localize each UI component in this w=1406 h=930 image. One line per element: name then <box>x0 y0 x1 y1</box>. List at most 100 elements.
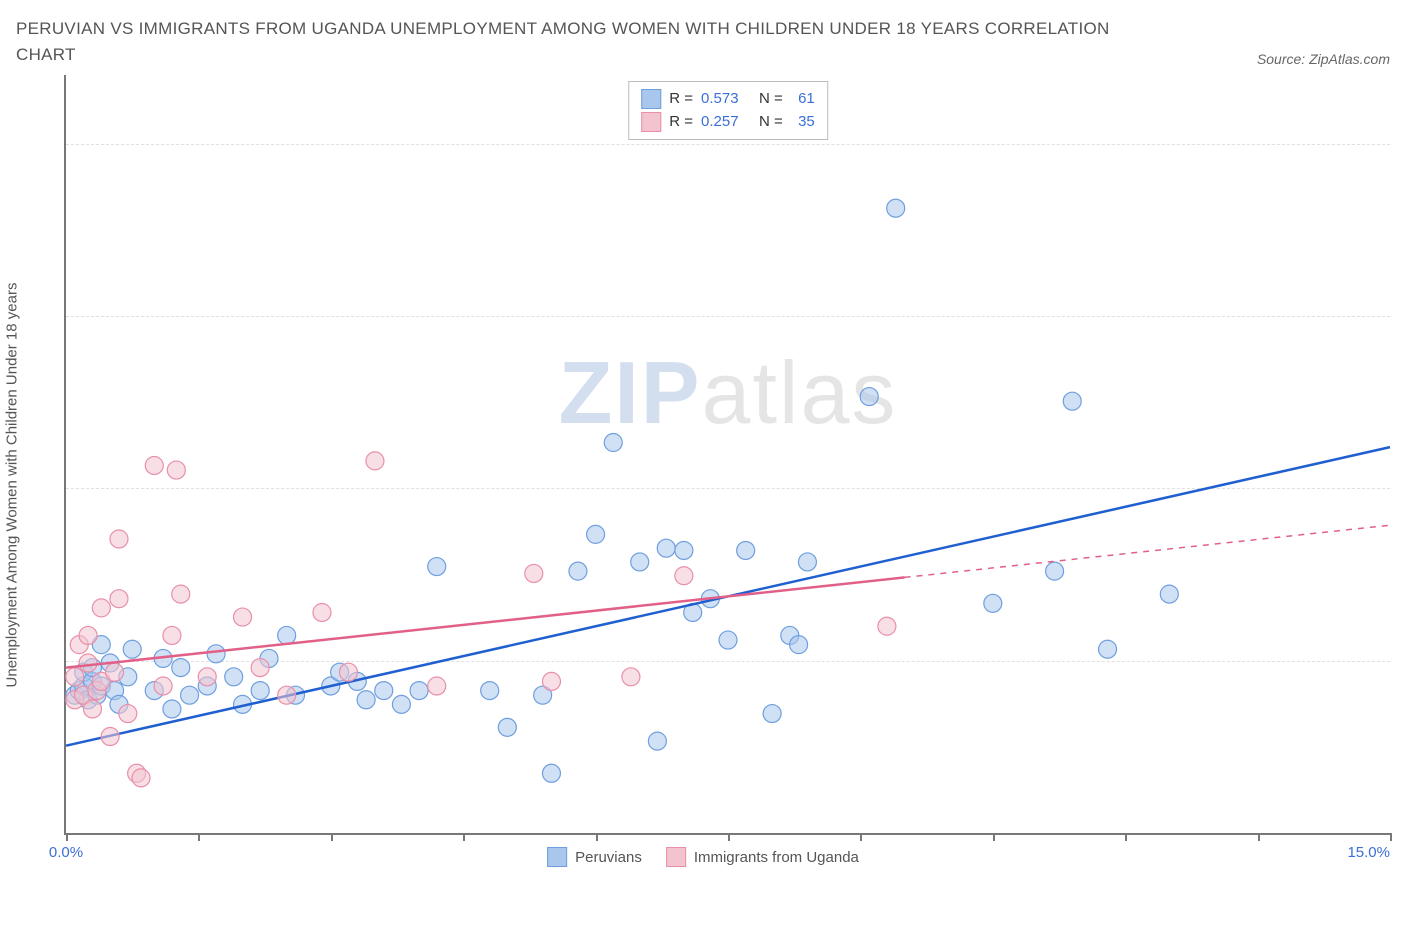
legend-label: Immigrants from Uganda <box>694 849 859 866</box>
data-point <box>198 668 216 686</box>
r-value: 0.573 <box>701 88 745 111</box>
n-value: 61 <box>791 88 815 111</box>
plot-area: ZIPatlas R =0.573N =61R =0.257N =35 7.5%… <box>64 75 1390 835</box>
n-label: N = <box>759 111 783 134</box>
data-point <box>1099 640 1117 658</box>
x-tick <box>860 833 862 841</box>
source-label: Source: ZipAtlas.com <box>1241 51 1390 67</box>
data-point <box>648 732 666 750</box>
data-point <box>569 562 587 580</box>
legend-label: Peruvians <box>575 849 642 866</box>
data-point <box>163 700 181 718</box>
x-tick <box>728 833 730 841</box>
data-point <box>207 645 225 663</box>
data-point <box>119 705 137 723</box>
data-point <box>878 617 896 635</box>
data-point <box>167 461 185 479</box>
legend-swatch <box>641 89 661 109</box>
r-label: R = <box>669 111 693 134</box>
legend-swatch <box>666 847 686 867</box>
data-point <box>737 541 755 559</box>
data-point <box>631 553 649 571</box>
trend-line-dashed <box>905 525 1390 577</box>
legend-stat-row: R = 0.257 N = 35 <box>641 111 815 134</box>
data-point <box>278 686 296 704</box>
data-point <box>106 663 124 681</box>
page-title: PERUVIAN VS IMMIGRANTS FROM UGANDA UNEMP… <box>16 16 1116 67</box>
data-point <box>428 677 446 695</box>
data-point <box>123 640 141 658</box>
data-point <box>790 636 808 654</box>
data-point <box>1046 562 1064 580</box>
data-point <box>251 682 269 700</box>
x-tick <box>463 833 465 841</box>
x-tick <box>993 833 995 841</box>
data-point <box>428 558 446 576</box>
data-point <box>1063 392 1081 410</box>
data-point <box>163 626 181 644</box>
x-tick-label: 15.0% <box>1347 844 1390 861</box>
data-point <box>587 525 605 543</box>
plot-svg <box>66 75 1390 833</box>
x-tick <box>198 833 200 841</box>
x-tick-label: 0.0% <box>49 844 83 861</box>
data-point <box>339 663 357 681</box>
x-tick <box>331 833 333 841</box>
legend-swatch <box>641 112 661 132</box>
data-point <box>172 659 190 677</box>
data-point <box>83 700 101 718</box>
data-point <box>92 599 110 617</box>
data-point <box>604 434 622 452</box>
data-point <box>132 769 150 787</box>
data-point <box>481 682 499 700</box>
legend-stat-row: R = 0.573 N = 61 <box>641 88 815 111</box>
legend-stats-box: R = 0.573 N = 61 R = 0.257 N = 35 <box>628 81 828 140</box>
data-point <box>66 668 84 686</box>
data-point <box>763 705 781 723</box>
data-point <box>251 659 269 677</box>
y-axis-label: Unemployment Among Women with Children U… <box>4 283 21 688</box>
data-point <box>1160 585 1178 603</box>
y-tick-label: 15.0% <box>1394 480 1406 497</box>
data-point <box>410 682 428 700</box>
data-point <box>313 603 331 621</box>
data-point <box>622 668 640 686</box>
data-point <box>675 541 693 559</box>
data-point <box>887 199 905 217</box>
x-tick <box>1258 833 1260 841</box>
data-point <box>525 564 543 582</box>
correlation-chart: Unemployment Among Women with Children U… <box>16 75 1390 895</box>
r-label: R = <box>669 88 693 111</box>
trend-line <box>66 577 905 667</box>
data-point <box>110 530 128 548</box>
data-point <box>542 672 560 690</box>
n-value: 35 <box>791 111 815 134</box>
y-tick-label: 7.5% <box>1394 652 1406 669</box>
r-value: 0.257 <box>701 111 745 134</box>
legend-item: Immigrants from Uganda <box>666 847 859 867</box>
data-point <box>154 677 172 695</box>
x-tick <box>596 833 598 841</box>
x-tick <box>66 833 68 841</box>
data-point <box>181 686 199 704</box>
data-point <box>798 553 816 571</box>
data-point <box>719 631 737 649</box>
data-point <box>675 567 693 585</box>
data-point <box>366 452 384 470</box>
legend-item: Peruvians <box>547 847 642 867</box>
data-point <box>79 654 97 672</box>
y-tick-label: 30.0% <box>1394 135 1406 152</box>
data-point <box>79 626 97 644</box>
data-point <box>375 682 393 700</box>
y-tick-label: 22.5% <box>1394 308 1406 325</box>
data-point <box>498 718 516 736</box>
data-point <box>145 456 163 474</box>
x-tick <box>1125 833 1127 841</box>
data-point <box>357 691 375 709</box>
data-point <box>392 695 410 713</box>
header-row: PERUVIAN VS IMMIGRANTS FROM UGANDA UNEMP… <box>16 16 1390 67</box>
n-label: N = <box>759 88 783 111</box>
data-point <box>860 388 878 406</box>
data-point <box>278 626 296 644</box>
data-point <box>984 594 1002 612</box>
